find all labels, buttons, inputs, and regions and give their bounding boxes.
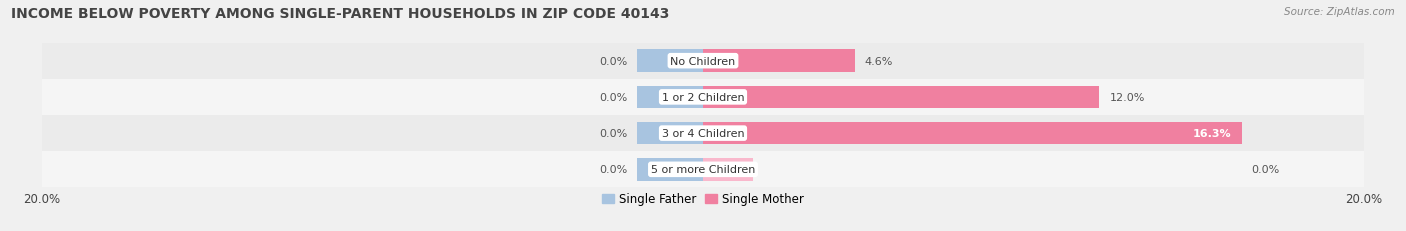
Bar xyxy=(42,43,1364,79)
Bar xyxy=(42,116,1364,152)
Text: 5 or more Children: 5 or more Children xyxy=(651,165,755,175)
Text: 0.0%: 0.0% xyxy=(599,165,627,175)
Text: Source: ZipAtlas.com: Source: ZipAtlas.com xyxy=(1284,7,1395,17)
Text: 16.3%: 16.3% xyxy=(1194,128,1232,139)
Text: 12.0%: 12.0% xyxy=(1109,92,1144,103)
Bar xyxy=(637,50,703,73)
Bar xyxy=(42,152,1364,188)
Text: 3 or 4 Children: 3 or 4 Children xyxy=(662,128,744,139)
Text: 4.6%: 4.6% xyxy=(865,56,893,66)
Legend: Single Father, Single Mother: Single Father, Single Mother xyxy=(598,188,808,210)
Bar xyxy=(637,158,703,181)
Bar xyxy=(42,79,1364,116)
Text: 0.0%: 0.0% xyxy=(1251,165,1279,175)
Bar xyxy=(637,122,703,145)
Bar xyxy=(703,86,1099,109)
Text: No Children: No Children xyxy=(671,56,735,66)
Text: INCOME BELOW POVERTY AMONG SINGLE-PARENT HOUSEHOLDS IN ZIP CODE 40143: INCOME BELOW POVERTY AMONG SINGLE-PARENT… xyxy=(11,7,669,21)
Text: 0.0%: 0.0% xyxy=(599,128,627,139)
Bar xyxy=(703,158,752,181)
Text: 0.0%: 0.0% xyxy=(599,92,627,103)
Text: 1 or 2 Children: 1 or 2 Children xyxy=(662,92,744,103)
Bar xyxy=(703,122,1241,145)
Bar xyxy=(637,86,703,109)
Text: 0.0%: 0.0% xyxy=(599,56,627,66)
Bar xyxy=(703,50,855,73)
